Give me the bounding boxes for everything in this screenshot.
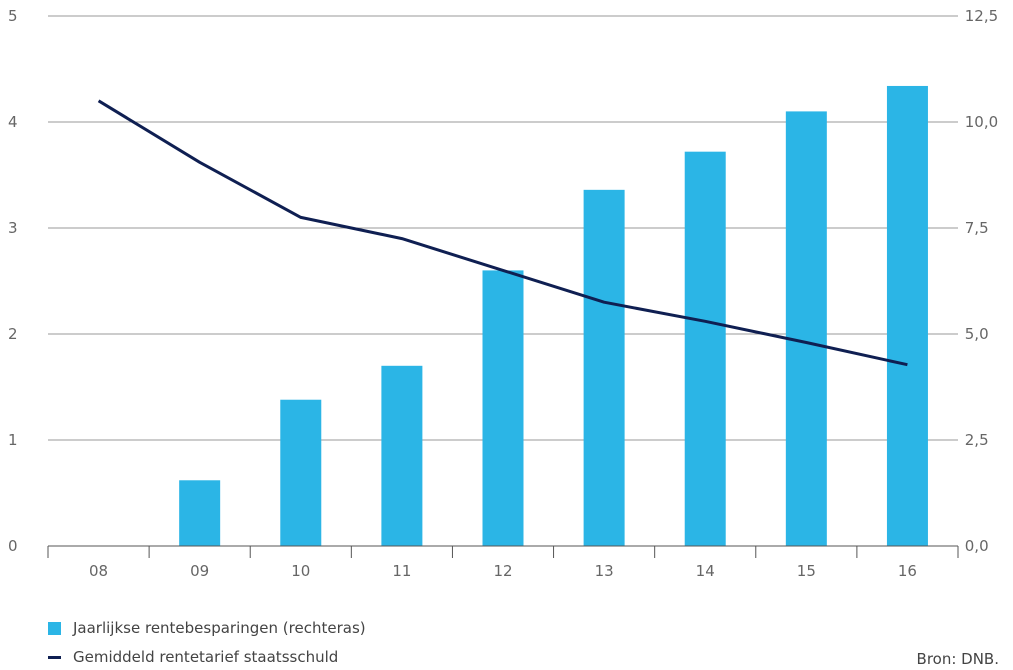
left-axis-tick-label: 1 (8, 431, 18, 449)
x-axis-tick-label: 08 (89, 562, 108, 580)
bar (179, 480, 221, 546)
line-series (97, 99, 908, 367)
right-axis-tick-label: 12,5 (960, 7, 998, 25)
right-axis-ticks: 0,0 2,5 5,0 7,5 10,0 12,5 (960, 7, 998, 555)
bar (280, 399, 322, 546)
legend-item-line: Gemiddeld rentetarief staatsschuld (48, 648, 338, 666)
right-axis-tick-label: 0,0 (960, 537, 989, 555)
x-axis-ticks: 08 09 10 11 12 13 14 15 16 (89, 562, 917, 580)
x-axis-tick-label: 12 (493, 562, 512, 580)
x-axis-tick-label: 10 (291, 562, 310, 580)
bar (583, 189, 625, 546)
left-axis-ticks: 0 1 2 3 4 5 (8, 7, 18, 555)
legend-item-bars: Jaarlijkse rentebesparingen (rechteras) (48, 619, 366, 637)
left-axis-tick-label: 5 (8, 7, 18, 25)
x-axis-tick-label: 09 (190, 562, 209, 580)
left-axis-tick-label: 0 (8, 537, 18, 555)
legend-line-swatch (48, 655, 61, 659)
left-axis-tick-label: 4 (8, 113, 18, 131)
right-axis-tick-label: 5,0 (960, 325, 989, 343)
bar-series (179, 85, 928, 547)
legend-line-label: Gemiddeld rentetarief staatsschuld (73, 648, 339, 666)
x-axis-tick-label: 13 (595, 562, 614, 580)
source-note: Bron: DNB. (916, 650, 999, 668)
bar (785, 111, 827, 547)
right-axis-tick-label: 7,5 (960, 219, 989, 237)
bar (684, 151, 726, 546)
right-axis-tick-label: 10,0 (960, 113, 998, 131)
x-axis-tick-label: 16 (898, 562, 917, 580)
left-axis-tick-label: 3 (8, 219, 18, 237)
x-axis-tick-label: 14 (696, 562, 715, 580)
bar (381, 365, 423, 546)
bar (886, 85, 928, 547)
bar (482, 270, 524, 546)
legend-bar-swatch (48, 621, 61, 635)
x-axis-tick-label: 15 (797, 562, 816, 580)
legend-bar-label: Jaarlijkse rentebesparingen (rechteras) (73, 619, 366, 637)
right-axis-tick-label: 2,5 (960, 431, 989, 449)
x-axis-tick-label: 11 (392, 562, 411, 580)
axes (47, 545, 959, 558)
series-line (97, 99, 908, 367)
left-axis-tick-label: 2 (8, 325, 18, 343)
